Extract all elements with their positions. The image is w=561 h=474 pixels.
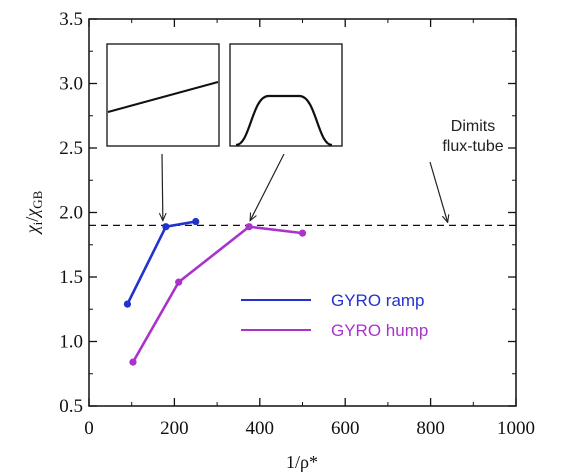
- dimits-label: Dimits: [451, 118, 495, 135]
- data-point-gyro-hump: [298, 229, 307, 237]
- inset-ramp-frame: [106, 43, 220, 147]
- y-tick-label: 3.5: [59, 9, 83, 30]
- inset-hump-curve: [235, 94, 333, 147]
- dimits-arrow: [429, 161, 448, 222]
- legend: GYRO ramp GYRO hump: [241, 291, 428, 340]
- x-tick-label: 1000: [497, 418, 535, 439]
- x-tick-label: 200: [160, 418, 189, 439]
- data-point-gyro-hump: [245, 223, 253, 231]
- data-point-gyro-ramp: [123, 300, 132, 308]
- x-axis-label: 1/ρ*: [286, 452, 318, 472]
- legend-label-gyro-hump: GYRO hump: [331, 321, 428, 340]
- inset-ramp-arrow: [162, 153, 163, 221]
- y-axis: 0.5 1.0 1.5 2.0 2.5 3.0 3.5: [59, 9, 516, 417]
- series-line-gyro-ramp: [126, 220, 196, 305]
- x-tick-label: 0: [84, 418, 94, 439]
- data-point-gyro-ramp: [192, 217, 200, 226]
- inset-hump: [229, 43, 343, 147]
- y-tick-label: 1.0: [59, 332, 83, 353]
- x-tick-label: 800: [416, 418, 445, 439]
- flux-tube-label: flux-tube: [442, 138, 503, 155]
- inset-ramp-curve: [107, 81, 219, 113]
- x-axis: 0 200 400 600 800 1000: [84, 19, 535, 439]
- legend-label-gyro-ramp: GYRO ramp: [331, 291, 425, 310]
- x-tick-label: 400: [246, 418, 275, 439]
- y-tick-label: 2.5: [59, 138, 83, 159]
- series-layer: [123, 217, 307, 366]
- inset-hump-arrow: [250, 153, 285, 221]
- y-tick-label: 3.0: [59, 74, 83, 95]
- data-point-gyro-hump: [129, 358, 137, 366]
- y-axis-label: χi/χGB: [22, 190, 45, 235]
- y-tick-label: 0.5: [59, 396, 83, 417]
- y-tick-label: 2.0: [59, 203, 83, 224]
- data-point-gyro-hump: [175, 278, 183, 286]
- x-tick-label: 600: [331, 418, 360, 439]
- series-line-gyro-hump: [131, 225, 303, 363]
- data-point-gyro-ramp: [162, 223, 170, 231]
- y-tick-label: 1.5: [59, 267, 83, 288]
- inset-ramp: [106, 43, 220, 147]
